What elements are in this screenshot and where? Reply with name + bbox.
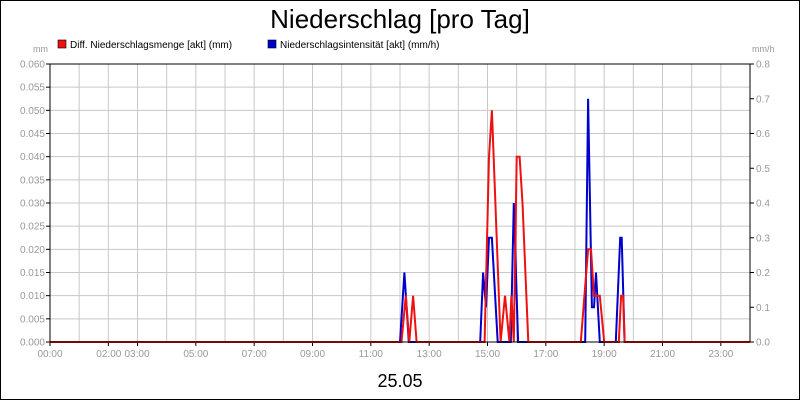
x-tick-label: 19:00: [592, 349, 617, 360]
left-tick-label: 0.055: [20, 83, 45, 94]
right-tick-label: 0.1: [756, 303, 770, 314]
right-tick-label: 0.6: [756, 129, 770, 140]
x-tick-label: 09:00: [300, 349, 325, 360]
left-tick-label: 0.040: [20, 152, 45, 163]
date-label: 25.05: [377, 371, 422, 391]
left-tick-label: 0.000: [20, 338, 45, 349]
left-tick-label: 0.035: [20, 175, 45, 186]
x-tick-label: 07:00: [242, 349, 267, 360]
left-tick-label: 0.050: [20, 106, 45, 117]
legend-swatch-intensitaet: [267, 39, 277, 49]
left-tick-label: 0.015: [20, 268, 45, 279]
x-tick-label: 02:00: [96, 349, 121, 360]
x-tick-label: 15:00: [475, 349, 500, 360]
x-tick-label: 11:00: [359, 349, 384, 360]
left-axis-unit: mm: [33, 44, 48, 54]
legend-label-intensitaet: Niederschlagsintensität [akt] (mm/h): [280, 40, 440, 51]
right-axis-unit: mm/h: [752, 44, 775, 54]
x-tick-label: 17:00: [533, 349, 558, 360]
right-tick-label: 0.2: [756, 268, 770, 279]
right-tick-label: 0.0: [756, 338, 770, 349]
right-tick-label: 0.4: [756, 199, 770, 210]
left-tick-label: 0.030: [20, 199, 45, 210]
legend-label-menge: Diff. Niederschlagsmenge [akt] (mm): [70, 40, 232, 51]
left-tick-label: 0.020: [20, 245, 45, 256]
legend: Diff. Niederschlagsmenge [akt] (mm) Nied…: [57, 39, 440, 51]
grid: [50, 63, 750, 343]
plot-area: [49, 63, 751, 343]
legend-swatch-menge: [57, 39, 67, 49]
left-tick-label: 0.025: [20, 222, 45, 233]
right-tick-label: 0.8: [756, 60, 770, 71]
right-tick-label: 0.5: [756, 164, 770, 175]
left-tick-label: 0.005: [20, 314, 45, 325]
left-y-axis: 0.000 0.005 0.010 0.015 0.020 0.025 0.030 0.035…: [20, 60, 50, 349]
x-tick-label: 13:00: [417, 349, 442, 360]
x-tick-label: 23:00: [708, 349, 733, 360]
x-tick-label: 00:00: [37, 349, 62, 360]
x-axis: 00:00 02:00 03:00 05:00 07:00 09:00 11:00 13:00…: [37, 342, 734, 360]
x-tick-label: 05:00: [183, 349, 208, 360]
chart-title: Niederschlag [pro Tag]: [270, 4, 530, 34]
right-y-axis: 0.0 0.1 0.2 0.3 0.4 0.5 0.6 0.7 0.8: [750, 60, 770, 349]
x-tick-label: 21:00: [650, 349, 675, 360]
left-tick-label: 0.010: [20, 291, 45, 302]
x-tick-label: 03:00: [125, 349, 150, 360]
left-tick-label: 0.045: [20, 129, 45, 140]
left-tick-label: 0.060: [20, 60, 45, 71]
right-tick-label: 0.7: [756, 94, 770, 105]
right-tick-label: 0.3: [756, 233, 770, 244]
